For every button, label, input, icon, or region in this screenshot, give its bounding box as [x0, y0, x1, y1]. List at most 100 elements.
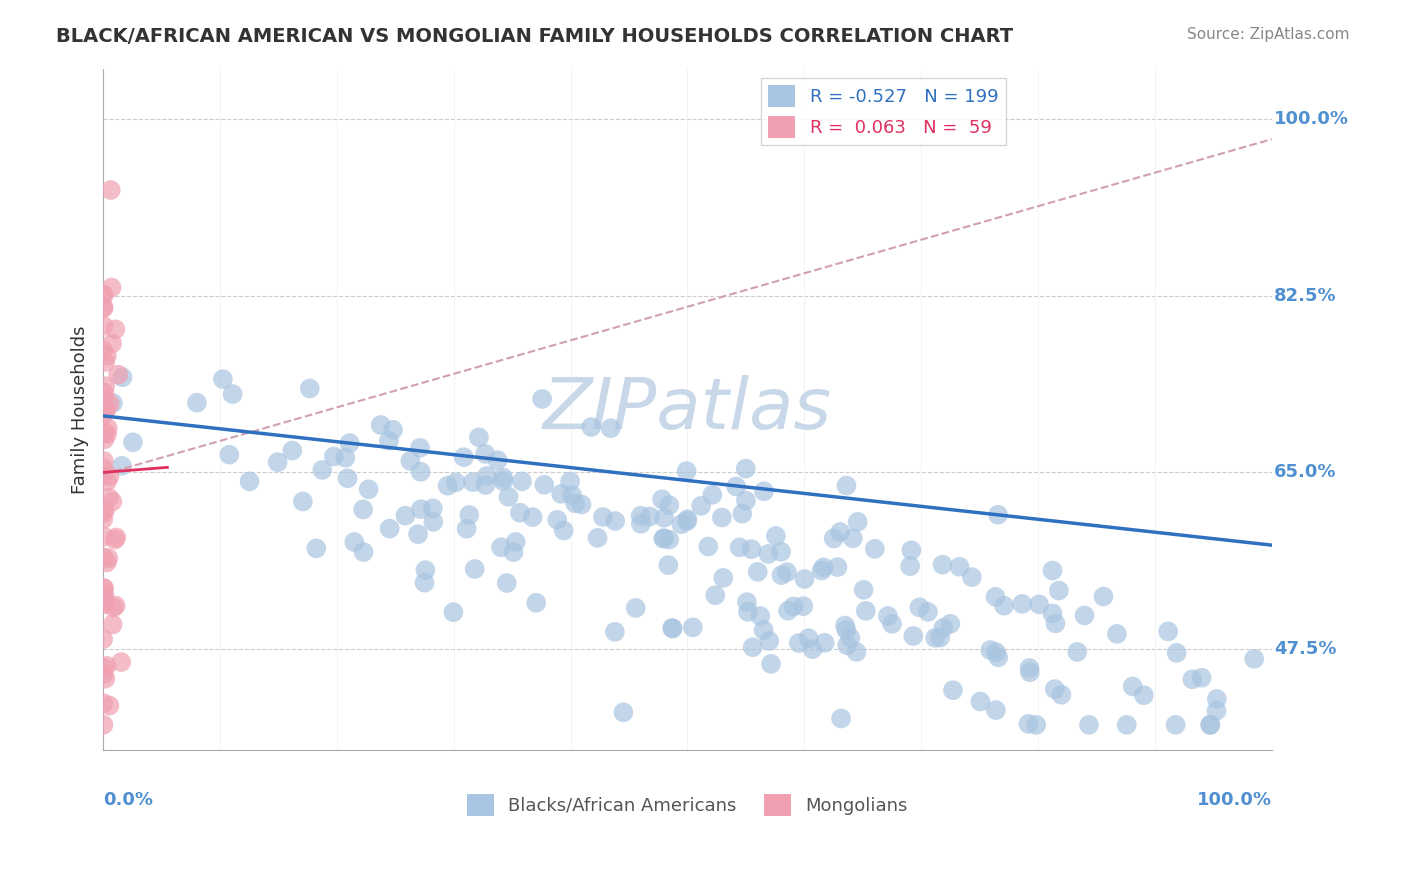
Point: [104, 533, 127, 547]
Point: [1045, 616, 1067, 631]
Point: [1025, 718, 1047, 732]
Point: [984, 703, 1007, 717]
Point: [1047, 583, 1070, 598]
Point: [1199, 718, 1222, 732]
Point: [531, 392, 554, 406]
Point: [91, 468, 114, 483]
Y-axis label: Family Households: Family Households: [72, 325, 89, 493]
Point: [218, 448, 240, 462]
Point: [91, 287, 114, 301]
Point: [1181, 673, 1204, 687]
Point: [339, 436, 361, 450]
Point: [734, 461, 756, 475]
Point: [728, 541, 751, 555]
Point: [291, 494, 314, 508]
Text: 100.0%: 100.0%: [1274, 110, 1348, 128]
Point: [91, 300, 114, 314]
Point: [101, 336, 124, 351]
Point: [676, 512, 699, 526]
Point: [93, 385, 115, 400]
Point: [1205, 692, 1227, 706]
Point: [571, 498, 593, 512]
Point: [101, 617, 124, 632]
Point: [845, 645, 868, 659]
Point: [415, 563, 437, 577]
Point: [558, 475, 581, 489]
Point: [741, 542, 763, 557]
Point: [502, 545, 524, 559]
Point: [661, 622, 683, 636]
Point: [903, 629, 925, 643]
Point: [823, 532, 845, 546]
Point: [690, 499, 713, 513]
Point: [939, 616, 962, 631]
Point: [900, 543, 922, 558]
Point: [661, 621, 683, 635]
Point: [846, 515, 869, 529]
Point: [942, 683, 965, 698]
Point: [94, 355, 117, 369]
Point: [1205, 704, 1227, 718]
Point: [492, 474, 515, 488]
Point: [456, 522, 478, 536]
Point: [675, 464, 697, 478]
Legend: Blacks/African Americans, Mongolians: Blacks/African Americans, Mongolians: [460, 787, 915, 822]
Point: [1018, 661, 1040, 675]
Point: [612, 706, 634, 720]
Point: [1017, 717, 1039, 731]
Point: [1040, 607, 1063, 621]
Point: [522, 510, 544, 524]
Point: [731, 507, 754, 521]
Point: [443, 605, 465, 619]
Point: [624, 601, 647, 615]
Point: [474, 478, 496, 492]
Point: [370, 417, 392, 432]
Point: [984, 590, 1007, 604]
Point: [305, 541, 328, 556]
Point: [1157, 624, 1180, 639]
Point: [929, 631, 952, 645]
Point: [406, 527, 429, 541]
Point: [91, 343, 114, 358]
Point: [682, 620, 704, 634]
Point: [103, 600, 125, 615]
Point: [725, 479, 748, 493]
Point: [830, 524, 852, 539]
Point: [96, 402, 118, 417]
Point: [93, 318, 115, 333]
Point: [110, 655, 132, 669]
Point: [93, 590, 115, 604]
Point: [711, 571, 734, 585]
Point: [101, 396, 124, 410]
Point: [486, 453, 509, 467]
Point: [93, 582, 115, 596]
Point: [266, 455, 288, 469]
Text: 0.0%: 0.0%: [103, 791, 153, 809]
Point: [492, 470, 515, 484]
Point: [697, 540, 720, 554]
Point: [658, 498, 681, 512]
Point: [93, 660, 115, 674]
Point: [104, 599, 127, 613]
Point: [98, 396, 121, 410]
Point: [924, 631, 946, 645]
Point: [1028, 597, 1050, 611]
Point: [93, 392, 115, 406]
Point: [676, 514, 699, 528]
Point: [94, 672, 117, 686]
Point: [550, 487, 572, 501]
Point: [984, 645, 1007, 659]
Point: [94, 379, 117, 393]
Point: [91, 506, 114, 520]
Point: [93, 289, 115, 303]
Point: [835, 623, 858, 637]
Point: [652, 511, 675, 525]
Point: [97, 551, 120, 566]
Point: [1066, 645, 1088, 659]
Point: [394, 508, 416, 523]
Point: [553, 524, 575, 538]
Point: [638, 509, 661, 524]
Point: [1050, 688, 1073, 702]
Point: [91, 409, 114, 423]
Point: [839, 631, 862, 645]
